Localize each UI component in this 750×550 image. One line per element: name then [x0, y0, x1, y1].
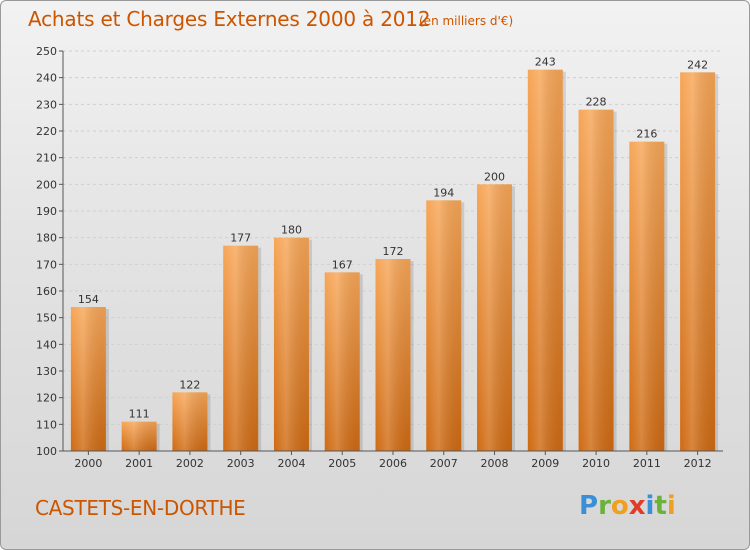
- axes: 100 110 120 130 140 150 160 170 180 190 200 210 220 2…: [36, 45, 723, 470]
- x-tick-label: 2012: [684, 457, 712, 470]
- x-tick-label: 2003: [227, 457, 255, 470]
- bar-value-label: 154: [78, 293, 99, 306]
- x-tick-label: 2002: [176, 457, 204, 470]
- logo-letter: P: [579, 491, 599, 521]
- x-tick-label: 2000: [74, 457, 102, 470]
- x-tick-label: 2008: [481, 457, 509, 470]
- y-tick-label: 240: [36, 72, 57, 85]
- y-tick-label: 200: [36, 178, 57, 191]
- y-tick-label: 100: [36, 445, 57, 458]
- x-tick-label: 2009: [531, 457, 559, 470]
- y-tick-label: 160: [36, 285, 57, 298]
- bars: 154 111 122 177 180 167 172 194 200 243 228 216 242: [70, 56, 719, 452]
- y-tick-label: 140: [36, 338, 57, 351]
- bar-highlight: [70, 307, 106, 451]
- logo-letter: i: [666, 491, 676, 521]
- bar-highlight: [477, 184, 513, 452]
- bar-value-label: 228: [586, 96, 607, 109]
- x-tick-label: 2006: [379, 457, 407, 470]
- bar-value-label: 194: [433, 186, 454, 199]
- bar-value-label: 177: [230, 232, 251, 245]
- logo-letter: i: [645, 491, 655, 521]
- y-tick-label: 150: [36, 312, 57, 325]
- y-tick-label: 180: [36, 232, 57, 245]
- bar-value-label: 122: [179, 378, 200, 391]
- logo-letter: t: [654, 491, 667, 521]
- logo-letter: x: [628, 491, 646, 521]
- bar-value-label: 167: [332, 258, 353, 271]
- x-tick-label: 2004: [277, 457, 305, 470]
- x-tick-label: 2005: [328, 457, 356, 470]
- y-tick-label: 190: [36, 205, 57, 218]
- y-tick-label: 250: [36, 45, 57, 58]
- bar-highlight: [121, 421, 157, 451]
- bar-value-label: 180: [281, 224, 302, 237]
- bar-highlight: [223, 245, 259, 451]
- logo-letter: o: [610, 491, 629, 521]
- bar-highlight: [578, 109, 614, 452]
- y-tick-label: 210: [36, 152, 57, 165]
- x-tick-label: 2007: [430, 457, 458, 470]
- logo-letter: r: [598, 491, 611, 521]
- bar-value-label: 172: [383, 245, 404, 258]
- commune-name: CASTETS-EN-DORTHE: [35, 496, 246, 520]
- bar-value-label: 243: [535, 56, 556, 69]
- bar-highlight: [172, 392, 208, 451]
- x-tick-label: 2011: [633, 457, 661, 470]
- bar-highlight: [375, 259, 411, 451]
- y-tick-label: 110: [36, 418, 57, 431]
- y-tick-label: 120: [36, 392, 57, 405]
- bar-value-label: 216: [636, 128, 657, 141]
- bar-highlight: [273, 237, 309, 451]
- chart-subtitle: (en milliers d'€): [419, 14, 514, 28]
- y-tick-label: 220: [36, 125, 57, 138]
- bar-value-label: 111: [129, 408, 150, 421]
- proxiti-logo: Proxiti: [579, 491, 676, 521]
- bar-highlight: [527, 69, 563, 452]
- bar-highlight: [680, 72, 716, 451]
- bar-value-label: 242: [687, 58, 708, 71]
- y-tick-label: 230: [36, 98, 57, 111]
- y-tick-label: 130: [36, 365, 57, 378]
- chart-title: Achats et Charges Externes 2000 à 2012: [28, 7, 431, 31]
- y-tick-label: 170: [36, 258, 57, 271]
- bar-highlight: [324, 272, 360, 451]
- bar-highlight: [629, 141, 665, 451]
- x-tick-label: 2010: [582, 457, 610, 470]
- x-tick-label: 2001: [125, 457, 153, 470]
- bar-highlight: [426, 200, 462, 451]
- bar-value-label: 200: [484, 170, 505, 183]
